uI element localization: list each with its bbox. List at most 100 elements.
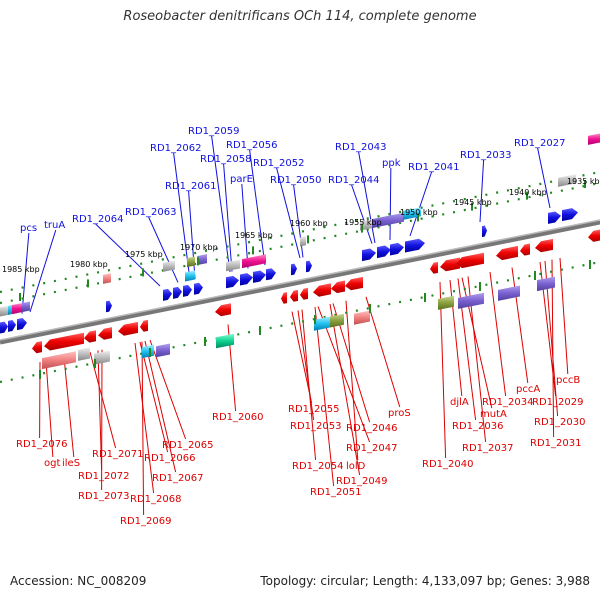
forward-gene-domain[interactable]: [403, 207, 421, 220]
reverse-gene-domain[interactable]: [216, 333, 234, 349]
forward-gene-arrow[interactable]: [390, 242, 404, 256]
reverse-gene-label[interactable]: RD1_2054: [292, 461, 343, 472]
reverse-gene-domain[interactable]: [458, 292, 484, 309]
forward-gene-arrow[interactable]: [194, 282, 203, 295]
forward-gene-label[interactable]: RD1_2056: [226, 140, 277, 151]
reverse-gene-label[interactable]: RD1_2040: [422, 459, 473, 470]
reverse-gene-label[interactable]: RD1_2049: [336, 476, 387, 487]
reverse-gene-label[interactable]: pccB: [556, 375, 580, 386]
forward-gene-domain[interactable]: [22, 301, 30, 313]
forward-gene-domain[interactable]: [372, 212, 404, 229]
reverse-gene-arrow[interactable]: [32, 341, 42, 354]
reverse-gene-label[interactable]: mutA: [480, 409, 507, 420]
reverse-gene-domain[interactable]: [498, 285, 520, 301]
reverse-gene-label[interactable]: RD1_2067: [152, 473, 203, 484]
forward-gene-arrow[interactable]: [17, 318, 27, 331]
reverse-gene-label[interactable]: ileS: [62, 458, 80, 469]
forward-gene-label[interactable]: RD1_2058: [200, 154, 251, 165]
forward-gene-domain[interactable]: [588, 133, 600, 145]
reverse-gene-arrow[interactable]: [496, 245, 518, 261]
reverse-gene-label[interactable]: ogt: [44, 458, 60, 469]
forward-gene-arrow[interactable]: [306, 260, 312, 273]
reverse-gene-arrow[interactable]: [440, 257, 460, 272]
reverse-gene-label[interactable]: RD1_2066: [144, 453, 195, 464]
forward-gene-domain[interactable]: [103, 273, 111, 284]
forward-gene-domain[interactable]: [0, 305, 10, 317]
reverse-gene-arrow[interactable]: [588, 229, 600, 242]
reverse-gene-arrow[interactable]: [535, 238, 553, 253]
forward-gene-domain[interactable]: [558, 174, 576, 187]
reverse-gene-arrow[interactable]: [84, 330, 96, 343]
reverse-gene-arrow[interactable]: [313, 283, 331, 297]
forward-gene-label[interactable]: RD1_2050: [270, 175, 321, 186]
forward-gene-label[interactable]: truA: [44, 220, 65, 231]
reverse-gene-arrow[interactable]: [345, 276, 363, 291]
forward-gene-domain[interactable]: [226, 259, 240, 272]
reverse-gene-domain[interactable]: [354, 310, 370, 325]
reverse-gene-label[interactable]: RD1_2069: [120, 516, 171, 527]
reverse-gene-arrow[interactable]: [44, 332, 84, 351]
reverse-gene-arrow[interactable]: [118, 321, 138, 336]
forward-gene-label[interactable]: RD1_2062: [150, 143, 201, 154]
forward-gene-domain[interactable]: [300, 236, 306, 247]
forward-gene-label[interactable]: RD1_2059: [188, 126, 239, 137]
forward-gene-label[interactable]: RD1_2052: [253, 158, 304, 169]
reverse-gene-label[interactable]: RD1_2071: [92, 449, 143, 460]
forward-gene-label[interactable]: RD1_2044: [328, 175, 379, 186]
forward-gene-arrow[interactable]: [173, 286, 182, 299]
reverse-gene-label[interactable]: RD1_2053: [290, 421, 341, 432]
forward-gene-domain[interactable]: [12, 303, 22, 315]
reverse-gene-domain[interactable]: [438, 295, 454, 310]
forward-gene-label[interactable]: RD1_2033: [460, 150, 511, 161]
forward-gene-arrow[interactable]: [266, 268, 276, 281]
reverse-gene-label[interactable]: RD1_2030: [534, 417, 585, 428]
reverse-gene-arrow[interactable]: [331, 280, 345, 294]
reverse-gene-domain[interactable]: [78, 347, 90, 361]
forward-gene-label[interactable]: RD1_2041: [408, 162, 459, 173]
reverse-gene-arrow[interactable]: [290, 289, 298, 302]
reverse-gene-arrow[interactable]: [430, 261, 438, 274]
forward-gene-label[interactable]: parE: [230, 174, 253, 185]
reverse-gene-label[interactable]: RD1_2031: [530, 438, 581, 449]
reverse-gene-label[interactable]: RD1_2034: [482, 397, 533, 408]
forward-gene-arrow[interactable]: [163, 288, 172, 301]
forward-gene-label[interactable]: RD1_2064: [72, 214, 123, 225]
reverse-gene-label[interactable]: RD1_2055: [288, 404, 339, 415]
reverse-gene-arrow[interactable]: [300, 287, 308, 300]
reverse-gene-label[interactable]: RD1_2068: [130, 494, 181, 505]
forward-gene-label[interactable]: ppk: [382, 158, 401, 169]
forward-gene-domain[interactable]: [185, 270, 195, 282]
reverse-gene-label[interactable]: RD1_2036: [452, 421, 503, 432]
forward-gene-arrow[interactable]: [183, 284, 192, 297]
forward-gene-domain[interactable]: [360, 218, 374, 231]
reverse-gene-domain[interactable]: [156, 343, 170, 358]
forward-gene-arrow[interactable]: [226, 275, 239, 289]
reverse-gene-label[interactable]: RD1_2047: [346, 443, 397, 454]
reverse-gene-label[interactable]: RD1_2072: [78, 471, 129, 482]
forward-gene-arrow[interactable]: [291, 263, 297, 276]
forward-gene-domain[interactable]: [187, 256, 195, 268]
forward-gene-arrow[interactable]: [548, 211, 561, 224]
forward-gene-arrow[interactable]: [362, 248, 376, 262]
reverse-gene-domain[interactable]: [314, 316, 330, 331]
reverse-gene-domain[interactable]: [142, 344, 154, 359]
forward-gene-label[interactable]: pcs: [20, 223, 37, 234]
reverse-gene-arrow[interactable]: [281, 292, 287, 304]
forward-gene-arrow[interactable]: [253, 270, 266, 283]
forward-gene-arrow[interactable]: [0, 321, 8, 334]
reverse-gene-arrow[interactable]: [140, 319, 148, 332]
forward-gene-label[interactable]: RD1_2043: [335, 142, 386, 153]
reverse-gene-label[interactable]: RD1_2060: [212, 412, 263, 423]
forward-gene-label[interactable]: RD1_2061: [165, 181, 216, 192]
reverse-gene-arrow[interactable]: [215, 303, 231, 317]
reverse-gene-domain[interactable]: [537, 276, 555, 292]
forward-gene-arrow[interactable]: [405, 238, 425, 253]
reverse-gene-arrow[interactable]: [456, 252, 484, 269]
forward-gene-label[interactable]: RD1_2063: [125, 207, 176, 218]
reverse-gene-label[interactable]: RD1_2076: [16, 439, 67, 450]
forward-gene-label[interactable]: RD1_2027: [514, 138, 565, 149]
forward-gene-domain[interactable]: [163, 260, 175, 272]
reverse-gene-label[interactable]: RD1_2029: [532, 397, 583, 408]
reverse-gene-arrow[interactable]: [520, 243, 530, 256]
reverse-gene-label[interactable]: RD1_2073: [78, 491, 129, 502]
